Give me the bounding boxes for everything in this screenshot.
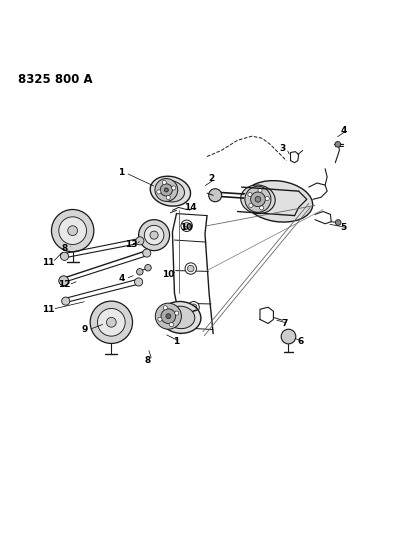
Circle shape (106, 318, 116, 327)
Circle shape (180, 220, 192, 231)
Circle shape (162, 181, 166, 184)
Circle shape (135, 237, 144, 245)
Text: 2: 2 (207, 174, 214, 183)
Circle shape (171, 186, 175, 190)
Circle shape (155, 179, 177, 201)
Text: 9: 9 (81, 325, 88, 334)
Circle shape (184, 263, 196, 274)
Ellipse shape (156, 180, 184, 202)
Circle shape (169, 322, 173, 327)
Circle shape (265, 197, 269, 200)
Text: 8: 8 (61, 244, 67, 253)
Circle shape (254, 197, 260, 202)
Text: 7: 7 (281, 319, 287, 328)
Circle shape (58, 276, 68, 286)
Ellipse shape (243, 181, 312, 222)
Circle shape (259, 206, 263, 210)
Circle shape (166, 314, 171, 319)
Circle shape (281, 329, 295, 344)
Text: 10: 10 (162, 270, 174, 279)
Circle shape (138, 220, 169, 251)
Circle shape (247, 192, 252, 197)
Circle shape (157, 317, 162, 321)
Text: 5: 5 (339, 223, 346, 232)
Circle shape (142, 249, 151, 257)
Text: 10: 10 (180, 223, 192, 232)
Circle shape (60, 252, 68, 261)
Circle shape (257, 188, 261, 192)
Circle shape (144, 225, 164, 245)
Circle shape (97, 309, 125, 336)
Circle shape (136, 269, 143, 275)
Circle shape (164, 188, 168, 192)
Circle shape (155, 303, 181, 329)
Circle shape (187, 265, 193, 272)
Text: 8: 8 (144, 356, 151, 365)
Circle shape (174, 311, 178, 315)
Circle shape (67, 226, 77, 236)
Ellipse shape (150, 176, 190, 206)
Circle shape (61, 297, 70, 305)
Ellipse shape (240, 185, 274, 214)
Circle shape (190, 304, 196, 311)
Circle shape (166, 196, 170, 199)
Text: 8325 800 A: 8325 800 A (18, 73, 92, 86)
Circle shape (183, 222, 189, 229)
Circle shape (250, 192, 265, 207)
Circle shape (163, 306, 167, 310)
Circle shape (150, 231, 158, 239)
Text: 1: 1 (173, 337, 179, 346)
Text: 13: 13 (125, 240, 137, 248)
Text: 11: 11 (42, 258, 54, 267)
Text: 4: 4 (118, 274, 124, 283)
Circle shape (248, 204, 252, 207)
Text: 4: 4 (339, 126, 346, 134)
Circle shape (334, 141, 340, 147)
Circle shape (134, 278, 142, 286)
Circle shape (144, 264, 151, 271)
Circle shape (335, 220, 340, 225)
Circle shape (52, 209, 94, 252)
Text: 6: 6 (297, 337, 303, 346)
Circle shape (208, 189, 221, 202)
Ellipse shape (166, 306, 194, 329)
Circle shape (187, 302, 199, 313)
Text: 14: 14 (184, 203, 197, 212)
Text: 11: 11 (42, 305, 54, 314)
Circle shape (244, 186, 270, 212)
Text: 12: 12 (58, 280, 71, 289)
Circle shape (161, 309, 175, 324)
Text: 3: 3 (279, 144, 285, 153)
Circle shape (58, 217, 86, 245)
Circle shape (90, 301, 132, 343)
Ellipse shape (160, 302, 200, 333)
Text: 1: 1 (118, 168, 124, 177)
Circle shape (156, 190, 160, 194)
Circle shape (160, 184, 172, 196)
